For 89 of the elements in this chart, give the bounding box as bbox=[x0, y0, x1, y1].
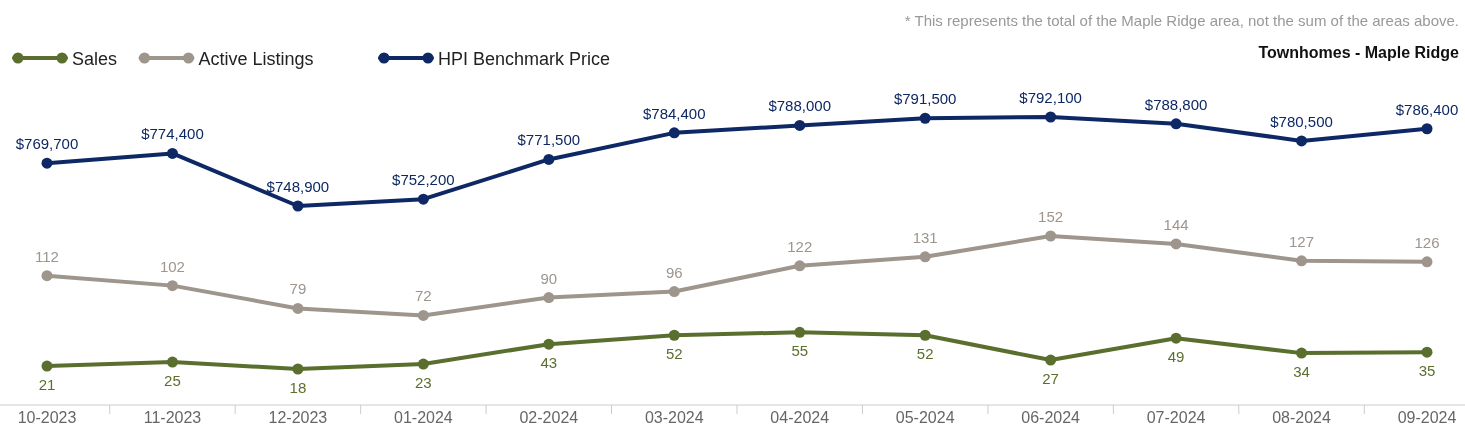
point bbox=[543, 292, 555, 304]
data-label: 144 bbox=[1163, 215, 1189, 233]
point bbox=[41, 157, 53, 169]
point bbox=[166, 147, 178, 159]
point bbox=[292, 200, 304, 212]
x-tick-label: 08-2024 bbox=[1272, 409, 1332, 426]
data-label: 96 bbox=[665, 263, 683, 281]
data-label: 55 bbox=[791, 342, 809, 360]
point bbox=[1045, 111, 1057, 123]
point bbox=[1170, 118, 1182, 130]
data-label: $774,400 bbox=[141, 125, 204, 143]
data-label: 126 bbox=[1414, 233, 1440, 251]
point bbox=[668, 127, 680, 139]
chart-title: Townhomes - Maple Ridge bbox=[1258, 44, 1460, 61]
data-label: 18 bbox=[289, 379, 307, 396]
data-label: $788,000 bbox=[768, 97, 832, 115]
point bbox=[668, 329, 680, 341]
point bbox=[794, 326, 806, 338]
point bbox=[417, 309, 429, 321]
x-tick-label: 11-2023 bbox=[143, 409, 202, 426]
x-tick-label: 07-2024 bbox=[1146, 409, 1206, 426]
text: * This represents the total of the Maple Ridge area, not the sum of the areas above. bbox=[904, 12, 1459, 29]
data-label: 43 bbox=[540, 354, 558, 372]
point bbox=[919, 112, 931, 124]
data-label: 131 bbox=[912, 228, 938, 246]
point bbox=[668, 286, 680, 298]
point bbox=[1170, 238, 1182, 250]
point bbox=[919, 251, 931, 263]
data-label: $769,700 bbox=[15, 135, 79, 153]
legend-label: Sales bbox=[72, 49, 118, 69]
data-label: 52 bbox=[916, 345, 934, 363]
data-label: $786,400 bbox=[1395, 100, 1459, 118]
data-label: 102 bbox=[159, 257, 185, 275]
data-label: 152 bbox=[1038, 208, 1064, 225]
point bbox=[1421, 123, 1433, 135]
data-label: 21 bbox=[38, 376, 56, 394]
data-label: $771,500 bbox=[517, 131, 581, 149]
point bbox=[166, 280, 178, 292]
point bbox=[41, 270, 53, 282]
data-label: $752,200 bbox=[392, 171, 455, 189]
x-tick-label: 09-2024 bbox=[1397, 409, 1457, 426]
x-tick-label: 10-2023 bbox=[17, 409, 77, 426]
point bbox=[1296, 255, 1308, 267]
point bbox=[1296, 135, 1308, 147]
legend-label: HPI Benchmark Price bbox=[438, 49, 611, 69]
point bbox=[166, 356, 178, 368]
data-label: 79 bbox=[289, 280, 307, 298]
point bbox=[41, 360, 53, 372]
point bbox=[1296, 347, 1308, 359]
data-label: $784,400 bbox=[642, 104, 706, 122]
data-label: 52 bbox=[665, 345, 683, 363]
data-label: 90 bbox=[540, 269, 558, 287]
point bbox=[794, 119, 806, 131]
data-label: 112 bbox=[35, 247, 59, 265]
point bbox=[417, 358, 429, 370]
point bbox=[1421, 346, 1433, 358]
data-label: $788,800 bbox=[1144, 95, 1208, 113]
legend-label: Active Listings bbox=[198, 49, 314, 69]
x-tick-label: 05-2024 bbox=[895, 409, 955, 426]
point bbox=[292, 302, 304, 314]
data-label: 122 bbox=[787, 237, 813, 255]
point bbox=[1170, 332, 1182, 344]
x-tick-label: 01-2024 bbox=[394, 409, 453, 426]
point bbox=[1421, 256, 1433, 268]
point bbox=[919, 329, 931, 341]
data-label: 34 bbox=[1293, 363, 1310, 381]
x-tick-label: 12-2023 bbox=[268, 409, 328, 426]
data-label: 35 bbox=[1418, 362, 1436, 380]
data-label: 49 bbox=[1167, 348, 1185, 366]
point bbox=[417, 193, 429, 205]
data-label: 127 bbox=[1289, 232, 1315, 250]
data-label: 27 bbox=[1042, 370, 1059, 388]
point bbox=[794, 260, 806, 272]
data-label: $791,500 bbox=[893, 90, 957, 108]
data-label: $748,900 bbox=[266, 178, 330, 195]
point bbox=[543, 338, 555, 350]
x-tick-label: 03-2024 bbox=[644, 409, 704, 426]
data-label: 72 bbox=[415, 287, 432, 305]
data-label: 23 bbox=[415, 374, 432, 392]
point bbox=[1045, 230, 1057, 242]
point bbox=[1045, 354, 1057, 366]
x-tick-label: 02-2024 bbox=[519, 409, 579, 426]
point bbox=[292, 363, 304, 375]
data-label: 25 bbox=[164, 372, 181, 390]
x-tick-label: 06-2024 bbox=[1021, 409, 1081, 426]
x-tick-label: 04-2024 bbox=[770, 409, 830, 426]
point bbox=[543, 153, 555, 165]
data-label: $792,100 bbox=[1019, 89, 1082, 106]
data-label: $780,500 bbox=[1270, 112, 1333, 130]
